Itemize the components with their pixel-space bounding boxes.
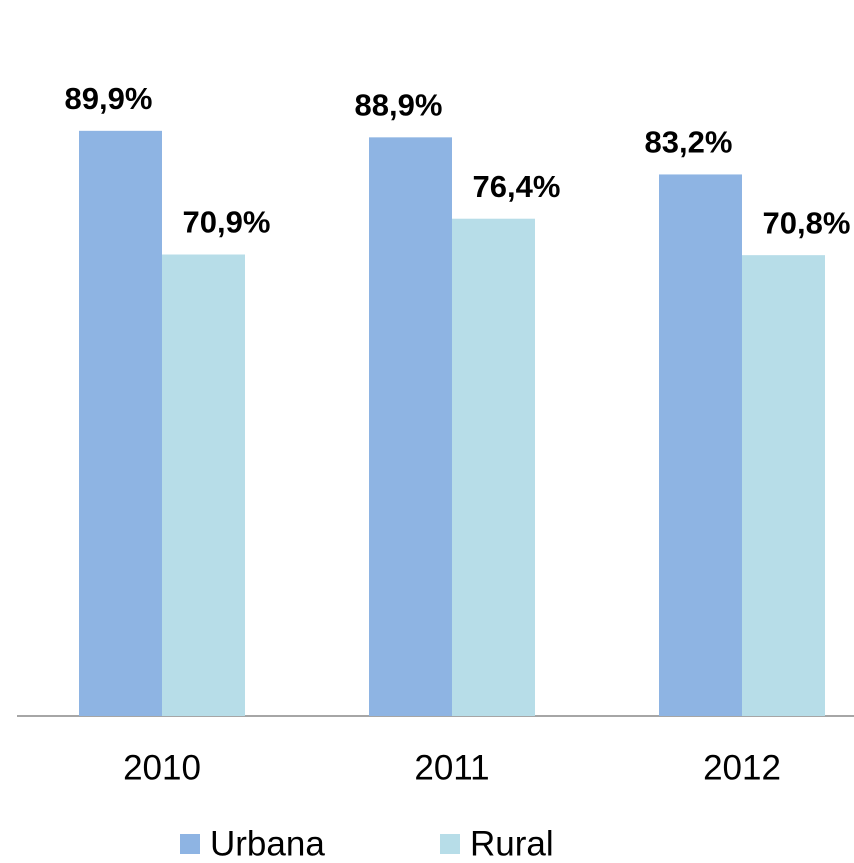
x-tick-label: 2010 <box>123 748 201 787</box>
value-label: 89,9% <box>65 81 153 116</box>
bar <box>79 130 162 716</box>
x-tick-label: 2011 <box>414 748 489 787</box>
value-label: 70,8% <box>763 205 851 240</box>
bar <box>162 254 245 717</box>
bar <box>742 255 825 716</box>
x-tick-label: 2012 <box>703 748 781 787</box>
legend-swatch <box>440 834 460 854</box>
legend-label: Urbana <box>210 824 325 863</box>
legend-swatch <box>180 834 200 854</box>
value-label: 76,4% <box>473 169 561 204</box>
value-label: 83,2% <box>645 125 733 160</box>
bar <box>452 218 535 717</box>
legend-label: Rural <box>470 824 554 863</box>
value-label: 88,9% <box>355 88 443 123</box>
bar <box>369 137 452 717</box>
bar <box>659 174 742 717</box>
value-label: 70,9% <box>183 205 271 240</box>
